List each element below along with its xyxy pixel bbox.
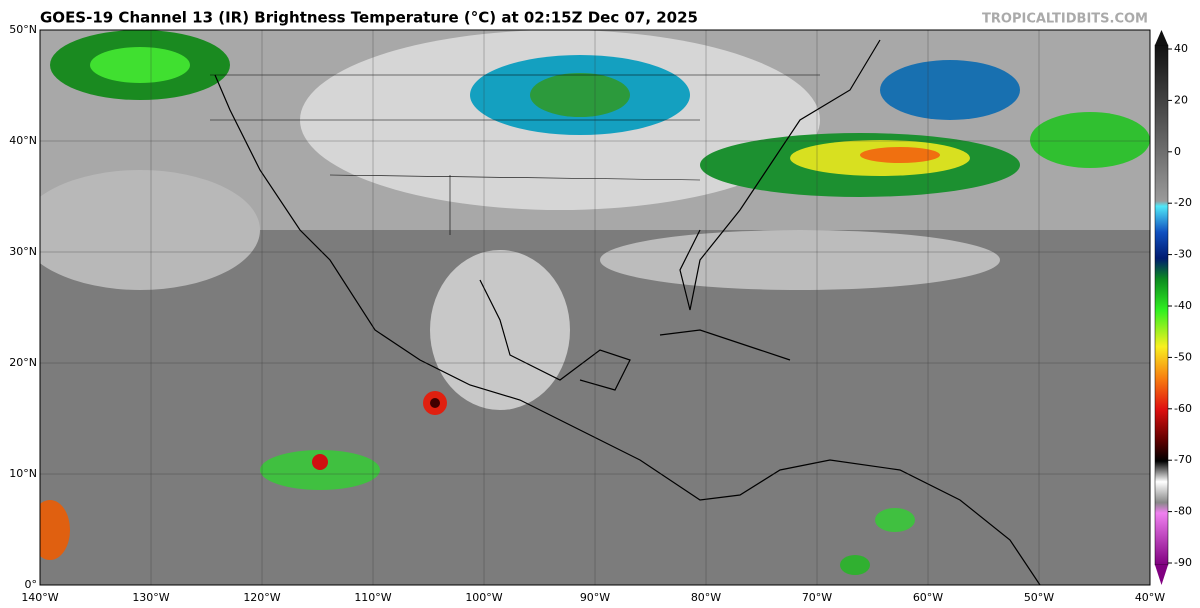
lat-label: 20°N	[9, 356, 37, 369]
lon-label: 70°W	[802, 591, 832, 604]
lon-label: 80°W	[691, 591, 721, 604]
lon-label: 130°W	[132, 591, 169, 604]
lon-label: 50°W	[1024, 591, 1054, 604]
colorbar-label: -90	[1174, 556, 1192, 569]
colorbar-label: -80	[1174, 505, 1192, 518]
map-frame	[39, 29, 1151, 586]
lon-label: 40°W	[1135, 591, 1165, 604]
colorbar-label: 0	[1174, 145, 1181, 158]
lon-label: 110°W	[354, 591, 391, 604]
satellite-image	[40, 30, 1150, 585]
colorbar-label: 40	[1174, 42, 1188, 55]
lon-label: 60°W	[913, 591, 943, 604]
colorbar-label: 20	[1174, 93, 1188, 106]
lat-label: 0°	[25, 578, 38, 591]
lat-label: 40°N	[9, 134, 37, 147]
colorbar-label: -50	[1174, 350, 1192, 363]
colorbar-label: -70	[1174, 453, 1192, 466]
credit: TROPICALTIDBITS.COM	[982, 12, 1148, 27]
colorbar-label: -30	[1174, 248, 1192, 261]
colorbar-label: -40	[1174, 299, 1192, 312]
lat-label: 30°N	[9, 245, 37, 258]
colorbar-ticks: 40 20 0 -20 -30 -40 -50 -60 -70 -80 -90	[1168, 42, 1192, 569]
colorbar	[1154, 30, 1169, 585]
lon-label: 90°W	[580, 591, 610, 604]
colorbar-label: -20	[1174, 196, 1192, 209]
lon-label: 100°W	[465, 591, 502, 604]
lat-label: 10°N	[9, 467, 37, 480]
lon-label: 140°W	[21, 591, 58, 604]
lat-label: 50°N	[9, 23, 37, 36]
colorbar-label: -60	[1174, 402, 1192, 415]
lon-label: 120°W	[243, 591, 280, 604]
title: GOES-19 Channel 13 (IR) Brightness Tempe…	[40, 9, 698, 27]
